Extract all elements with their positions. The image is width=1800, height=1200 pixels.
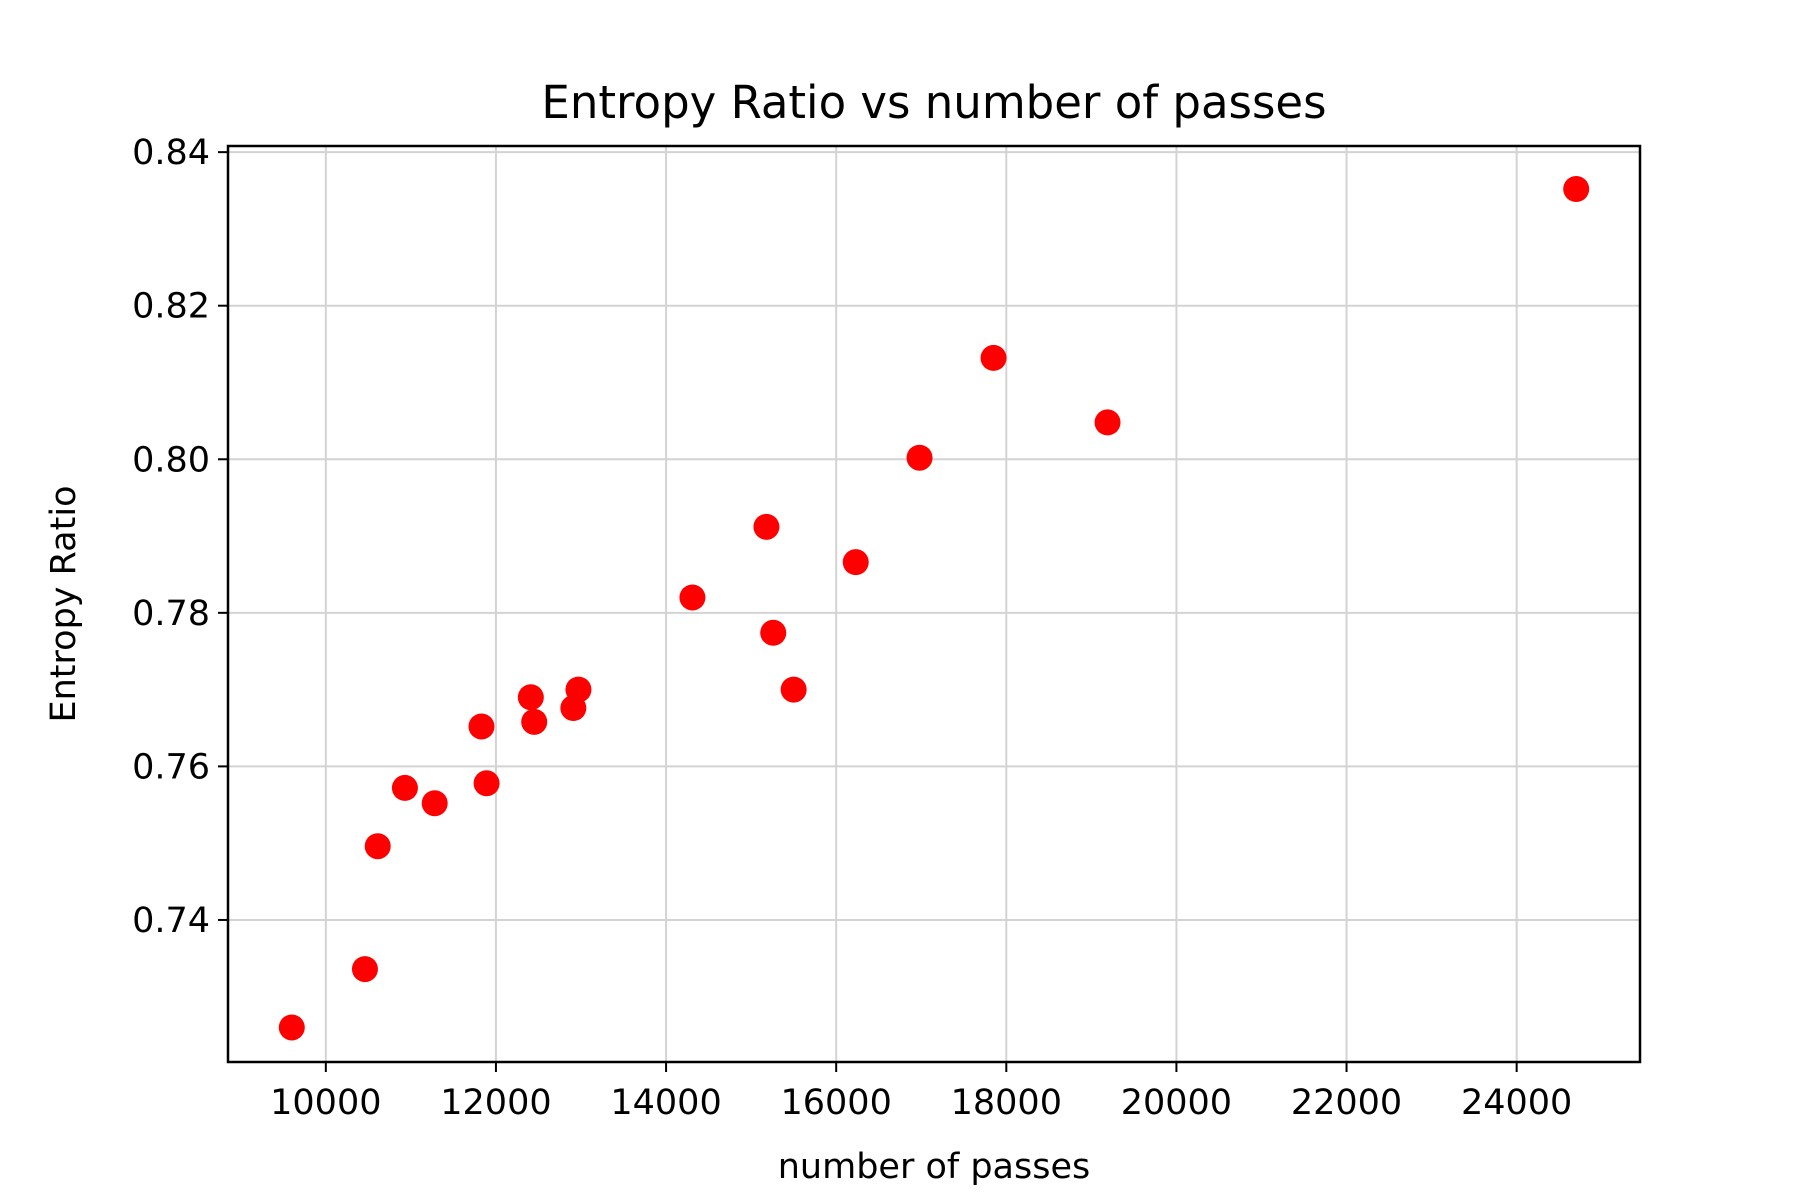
- x-axis-label: number of passes: [778, 1147, 1091, 1187]
- x-tick-label: 14000: [610, 1083, 721, 1123]
- x-tick-label: 22000: [1291, 1083, 1402, 1123]
- data-point: [351, 956, 378, 983]
- data-point: [565, 676, 592, 703]
- x-tick-label: 24000: [1461, 1083, 1572, 1123]
- data-point: [760, 619, 787, 646]
- y-axis-label: Entropy Ratio: [44, 486, 84, 723]
- data-point: [906, 444, 933, 471]
- x-tick-label: 18000: [951, 1083, 1062, 1123]
- data-point: [468, 713, 495, 740]
- data-point: [980, 344, 1007, 371]
- y-tick-label: 0.84: [132, 133, 210, 173]
- y-tick-label: 0.74: [132, 901, 210, 941]
- data-point: [842, 549, 869, 576]
- plot-frame: [226, 144, 1642, 1064]
- data-point: [753, 513, 780, 540]
- data-point: [780, 676, 807, 703]
- data-point: [1563, 175, 1590, 202]
- y-tick-label: 0.78: [132, 594, 210, 634]
- axis-ticks: 10000 12000 14000 16000 18000 20000 22000 24000…: [132, 133, 1572, 1123]
- chart-title: Entropy Ratio vs number of passes: [541, 76, 1326, 129]
- x-tick-label: 20000: [1121, 1083, 1232, 1123]
- y-tick-label: 0.76: [132, 747, 210, 787]
- data-point: [517, 684, 544, 711]
- data-point: [364, 833, 391, 860]
- data-point: [278, 1014, 305, 1041]
- data-point: [391, 774, 418, 801]
- data-point: [1094, 409, 1121, 436]
- y-tick-label: 0.82: [132, 287, 210, 327]
- x-tick-label: 16000: [781, 1083, 892, 1123]
- data-points: [278, 175, 1590, 1041]
- x-tick-label: 10000: [270, 1083, 381, 1123]
- grid: [228, 146, 1640, 1062]
- data-point: [421, 790, 448, 817]
- data-point: [521, 708, 548, 735]
- x-tick-label: 12000: [440, 1083, 551, 1123]
- y-tick-label: 0.80: [132, 440, 210, 480]
- data-point: [473, 770, 500, 797]
- data-point: [679, 584, 706, 611]
